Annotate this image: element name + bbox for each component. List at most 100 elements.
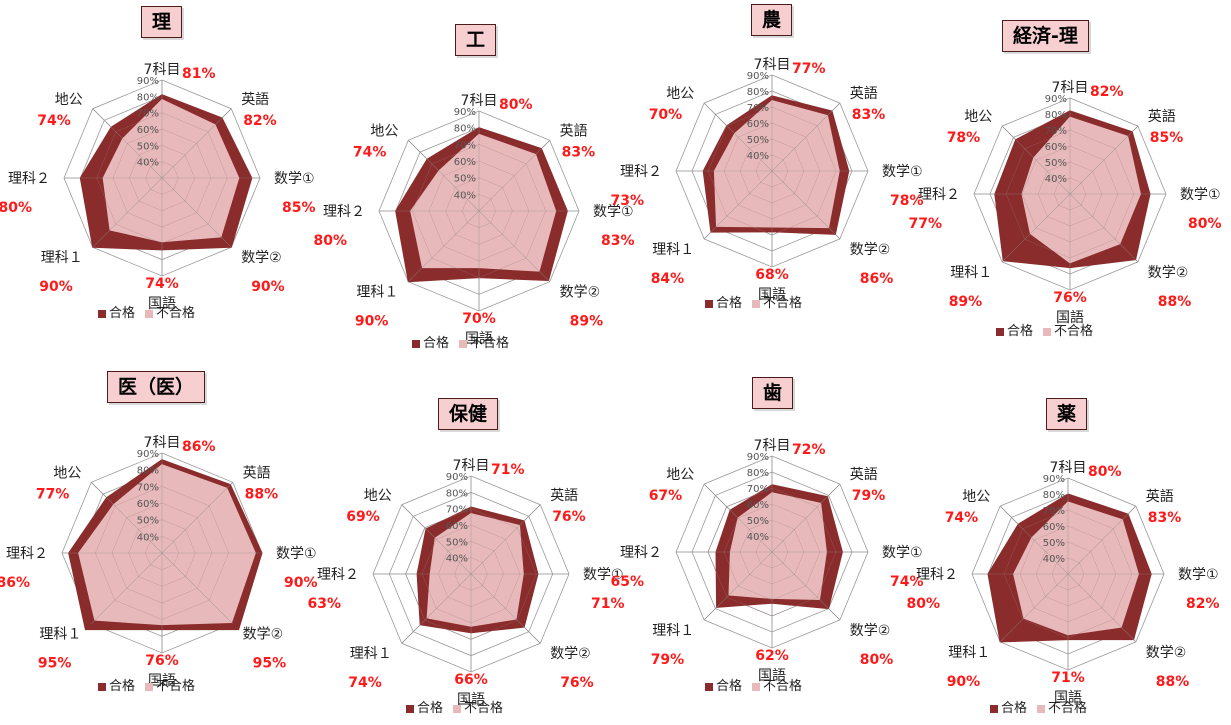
legend-item-fail: 不合格 [1037,701,1087,716]
legend-item-pass: 合格 [412,336,449,351]
legend-swatch [705,299,713,308]
axis-label: 数学② [243,627,284,643]
value-label: 95% [38,656,72,672]
legend-label: 不合格 [470,336,510,351]
tick-label: 90% [446,472,468,483]
value-label: 74% [353,144,387,160]
tick-label: 70% [137,482,159,493]
axis-label: 数学① [276,546,317,562]
legend-item-pass: 合格 [98,679,135,694]
legend-label: 不合格 [156,306,196,321]
legend-label: 合格 [109,679,136,694]
axis-label: 7科目 [144,435,181,451]
tick-label: 80% [454,124,476,135]
chart-legend: 合格 不合格 [996,320,1103,339]
value-label: 86% [0,575,30,591]
chart-legend: 合格 不合格 [412,332,519,351]
value-label: 95% [253,656,287,672]
axis-label: 地公 [962,489,990,505]
legend-swatch [990,704,998,713]
value-label: 82% [1186,596,1220,612]
chart-title: 歯 [752,377,794,409]
value-label: 78% [947,130,981,146]
grid-ring-overlay [405,508,537,640]
grid-ring-overlay [723,122,821,220]
axis-label: 数学① [1180,187,1221,203]
radar-chart: 40% 50% 60% 70% 80% 90%7科目 72% 英語 79% 数学① 74% 数学② 80… [610,438,923,684]
chart-legend: 合格 不合格 [98,675,205,694]
chart-legend: 合格 不合格 [98,302,205,321]
axis-label: 理科１ [350,646,392,662]
tick-label: 80% [137,92,159,103]
tick-label: 60% [1045,142,1067,153]
axis-label: 理科１ [950,265,992,281]
tick-label: 60% [137,125,159,136]
value-label: 80% [1088,464,1122,480]
grid-ring-overlay [1037,161,1103,227]
tick-label: 60% [454,157,476,168]
axis-label: 7科目 [1052,80,1089,96]
value-label: 74% [348,675,382,691]
value-label: 79% [852,488,886,504]
legend-item-fail: 不合格 [1043,324,1093,339]
legend-label: 不合格 [1054,324,1094,339]
grid-ring-overlay [96,112,228,244]
tick-label: 40% [1045,174,1067,185]
value-label: 70% [462,311,496,327]
tick-label: 40% [137,532,159,543]
tick-label: 90% [137,76,159,87]
legend-swatch [145,309,154,318]
axis-label: 7科目 [754,438,791,454]
axis-label: 英語 [550,487,578,504]
value-label: 81% [182,66,216,82]
tick-label: 40% [747,532,769,543]
value-label: 74% [37,113,71,129]
legend-swatch [98,309,106,318]
tick-label: 60% [446,521,468,532]
legend-item-fail: 不合格 [752,679,802,694]
axis-label: 英語 [560,122,588,139]
tick-label: 80% [1045,110,1067,121]
axis-label: 理科２ [323,204,365,220]
axis-label: 英語 [241,91,269,108]
value-label: 80% [499,97,533,113]
axis-label: 国語 [465,331,493,347]
axis-label: 英語 [850,85,878,102]
axis-label: 地公 [370,123,398,139]
tick-label: 70% [1043,506,1065,517]
radar-chart: 40%50%60%70%80%90%7科目 81%英語82%数学①85%数学②90… [0,62,316,312]
value-label: 72% [792,442,826,458]
tick-label: 40% [454,190,476,201]
value-label: 82% [243,113,277,129]
grid-ring-overlay [707,487,837,617]
chart-legend: 合格 不合格 [406,697,513,716]
tick-label: 50% [446,537,468,548]
value-label: 70% [649,107,683,123]
radar-chart: 40%50%60%70%80%90%7科目 80%英語83%数学①83%数学②89… [313,93,634,347]
value-label: 74% [145,276,179,292]
legend-swatch [145,682,154,691]
axis-label: 地公 [964,109,992,125]
legend-item-pass: 合格 [990,701,1027,716]
axis-label: 地公 [666,86,694,102]
grid-ring-overlay [1003,509,1133,639]
value-label: 90% [39,279,73,295]
grid-ring-overlay [438,541,504,607]
tick-label: 40% [747,151,769,162]
tick-label: 60% [137,499,159,510]
value-label: 80% [860,652,894,668]
grid-ring-overlay [707,106,837,236]
value-label: 80% [906,596,940,612]
value-label: 86% [860,271,894,287]
grid-ring-overlay [1021,145,1119,243]
value-label: 88% [245,486,279,502]
value-label: 79% [651,652,685,668]
tick-label: 60% [1043,522,1065,533]
axis-label: 理科２ [8,171,50,187]
axis-label: 理科２ [620,545,662,561]
tick-label: 50% [454,174,476,185]
legend-item-fail: 不合格 [145,306,195,321]
axis-label: 国語 [148,673,176,689]
tick-label: 80% [1043,490,1065,501]
